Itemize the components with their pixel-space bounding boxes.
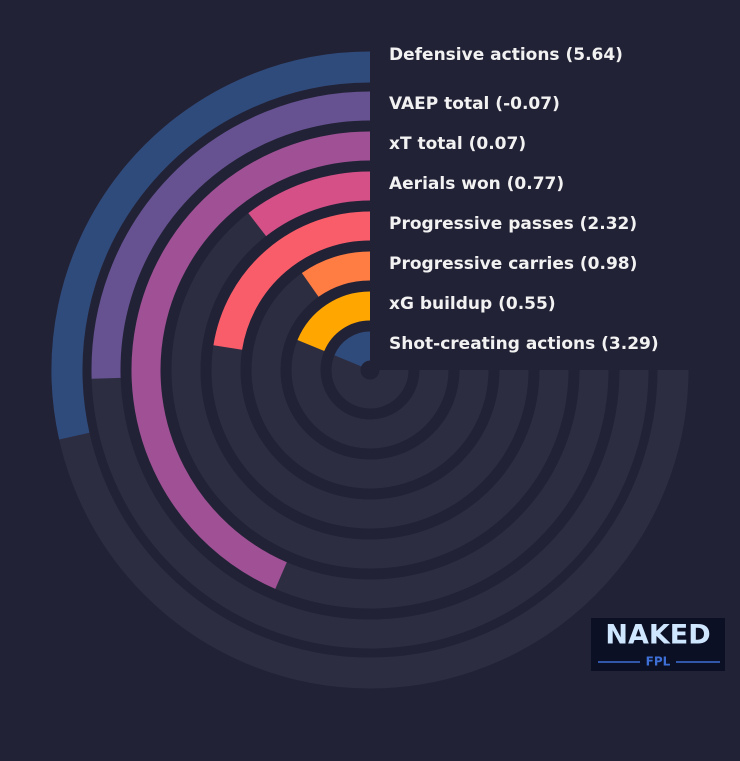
bar-label: Shot-creating actions (3.29) bbox=[389, 334, 659, 354]
bar-label: Progressive passes (2.32) bbox=[389, 214, 637, 234]
bar-label: Defensive actions (5.64) bbox=[389, 45, 623, 65]
bar-label: Progressive carries (0.98) bbox=[389, 254, 637, 274]
bar bbox=[91, 91, 371, 379]
logo-text: NAKED bbox=[605, 620, 710, 651]
bar bbox=[131, 131, 371, 589]
logo-subtext: FPL bbox=[646, 655, 671, 669]
plot bbox=[51, 51, 689, 689]
bar-label: VAEP total (-0.07) bbox=[389, 94, 560, 114]
track bbox=[171, 171, 569, 569]
bar bbox=[213, 211, 371, 351]
bar bbox=[301, 251, 371, 298]
bar-label: xT total (0.07) bbox=[389, 134, 526, 154]
bar bbox=[248, 171, 371, 237]
bar bbox=[51, 51, 371, 440]
logo: NAKED FPL bbox=[591, 618, 725, 671]
bar-label: Aerials won (0.77) bbox=[389, 174, 564, 194]
bar bbox=[334, 331, 372, 368]
track bbox=[251, 251, 489, 489]
bar-label: xG buildup (0.55) bbox=[389, 294, 556, 314]
bar bbox=[297, 291, 371, 352]
